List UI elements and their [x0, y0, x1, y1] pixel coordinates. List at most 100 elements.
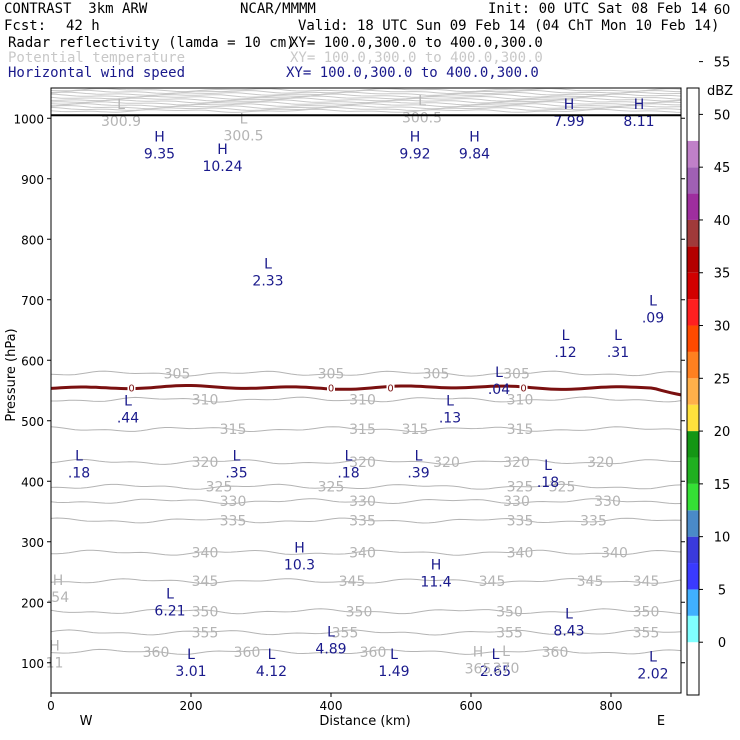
colorbar-label: 0 [718, 636, 726, 651]
wind-extremum-type: L [415, 448, 423, 464]
theta-label: 305 [423, 367, 450, 383]
colorbar-segment [687, 193, 699, 220]
theta-label: 325 [549, 480, 576, 496]
wind-extremum-value: 2.33 [252, 274, 283, 290]
east-label: E [657, 714, 665, 729]
theta-extremum-value: 300.5 [402, 110, 442, 126]
x-tick-label: 400 [320, 699, 343, 713]
theta-label: 315 [507, 422, 534, 438]
wind-extremum-value: 9.92 [399, 147, 430, 163]
field-name-theta: Potential temperature [8, 50, 186, 66]
theta-label: 345 [479, 574, 506, 590]
wind-extremum-value: .18 [337, 465, 359, 481]
model-title: CONTRAST 3km ARW [4, 1, 148, 17]
wind-extremum-type: H [294, 540, 305, 556]
theta-label: 340 [349, 546, 376, 562]
wind-extremum-value: 3.01 [175, 664, 206, 680]
colorbar-segment [687, 378, 699, 405]
theta-label: 305 [318, 367, 345, 383]
colorbar-label: 50 [714, 108, 731, 123]
freezing-level-label: 0 [328, 383, 334, 394]
freezing-level-label: 0 [520, 383, 526, 394]
theta-label: 335 [220, 514, 247, 530]
wind-extremum-type: L [562, 328, 570, 344]
wind-extremum-value: .39 [407, 465, 429, 481]
wind-extremum-value: 4.12 [256, 664, 287, 680]
theta-contour-360 [50, 648, 682, 655]
colorbar-label: 25 [714, 372, 731, 387]
wind-extremum-type: L [446, 393, 454, 409]
theta-label: 305 [503, 367, 530, 383]
theta-label: 355 [332, 626, 359, 642]
colorbar-segment [687, 219, 699, 247]
field-name-reflectivity: Radar reflectivity (lamda = 10 cm) [8, 35, 295, 51]
theta-label: 355 [496, 626, 523, 642]
theta-label: 340 [601, 546, 628, 562]
theta-label: 345 [577, 574, 604, 590]
wind-extremum-value: 2.02 [637, 666, 668, 682]
theta-contour-335 [50, 517, 682, 524]
freezing-label-bg [127, 383, 136, 393]
field-name-wind: Horizontal wind speed [8, 65, 186, 81]
upper-theta-line [50, 108, 682, 113]
wind-extremum-type: L [565, 606, 573, 622]
theta-label: 340 [507, 546, 534, 562]
wind-extremum-type: L [268, 647, 276, 663]
wind-extremum-value: .13 [439, 410, 461, 426]
x-tick-label: 800 [600, 699, 623, 713]
wind-extremum-value: 7.99 [553, 114, 584, 130]
wind-extremum-value: .09 [642, 311, 664, 327]
theta-label: 320 [349, 455, 376, 471]
colorbar-label: 20 [714, 425, 731, 440]
wind-extremum-type: H [154, 130, 165, 146]
wind-extremum-type: L [75, 448, 83, 464]
theta-label: 360 [143, 645, 170, 661]
theta-contour-355 [50, 629, 682, 636]
theta-extremum-type: L [418, 93, 426, 109]
wind-extremum-type: L [492, 647, 500, 663]
theta-contour-320 [50, 458, 681, 465]
theta-label: 360 [542, 645, 569, 661]
wind-extremum-type: L [345, 448, 353, 464]
field-xy-theta: XY= 100.0,300.0 to 400.0,300.0 [290, 50, 543, 66]
wind-extremum-value: .18 [537, 475, 559, 491]
colorbar-segment [687, 299, 699, 326]
center-name: NCAR/MMMM [240, 1, 316, 17]
wind-extremum-type: L [327, 625, 335, 641]
theta-label: 350 [633, 604, 660, 620]
theta-label: 320 [587, 455, 614, 471]
colorbar-segment [687, 114, 699, 141]
colorbar-segment [687, 510, 699, 537]
theta-label: 360 [234, 645, 261, 661]
wind-extremum-value: 9.84 [459, 147, 490, 163]
wind-extremum-value: 10.3 [284, 557, 315, 573]
upper-theta-line [50, 93, 682, 98]
theta-label: 310 [192, 393, 219, 409]
colorbar-label: 10 [714, 531, 731, 546]
colorbar-segment [687, 140, 699, 168]
y-tick-label: 600 [21, 354, 44, 368]
wind-extremum-value: .04 [488, 382, 510, 398]
colorbar-segment [687, 431, 699, 458]
wind-extremum-value: .18 [68, 465, 90, 481]
colorbar-segment [687, 404, 699, 432]
theta-extremum-type: L [502, 644, 510, 660]
freezing-label-bg [386, 383, 395, 393]
theta-label: 310 [507, 393, 534, 409]
theta-extremum-value: 365 [465, 662, 492, 678]
y-tick-label: 700 [21, 294, 44, 308]
freezing-level-label: 0 [387, 383, 393, 394]
colorbar-segment [687, 483, 699, 511]
valid-time: Valid: 18 UTC Sun 09 Feb 14 (04 ChT Mon … [298, 18, 720, 34]
theta-label: 305 [164, 367, 191, 383]
freezing-label-bg [327, 383, 335, 393]
wind-extremum-value: 8.43 [553, 623, 584, 639]
theta-label: 345 [339, 574, 366, 590]
wind-extremum-type: L [264, 257, 272, 273]
theta-extremum-value: 370 [493, 661, 520, 677]
y-axis-label: Pressure (hPa) [4, 328, 19, 421]
wind-extremum-type: L [166, 586, 174, 602]
theta-label: 315 [349, 422, 376, 438]
